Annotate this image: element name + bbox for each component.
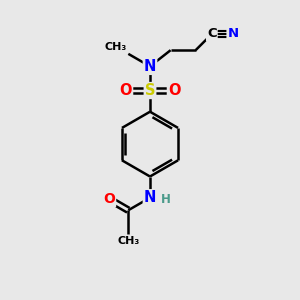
Text: S: S	[145, 83, 155, 98]
Text: O: O	[120, 83, 132, 98]
Text: O: O	[168, 83, 180, 98]
Text: CH₃: CH₃	[105, 42, 127, 52]
Text: O: O	[103, 192, 115, 206]
Text: N: N	[144, 190, 156, 205]
Text: C: C	[207, 28, 217, 40]
Text: CH₃: CH₃	[117, 236, 140, 246]
Text: H: H	[161, 193, 171, 206]
Text: N: N	[144, 59, 156, 74]
Text: N: N	[227, 28, 239, 40]
